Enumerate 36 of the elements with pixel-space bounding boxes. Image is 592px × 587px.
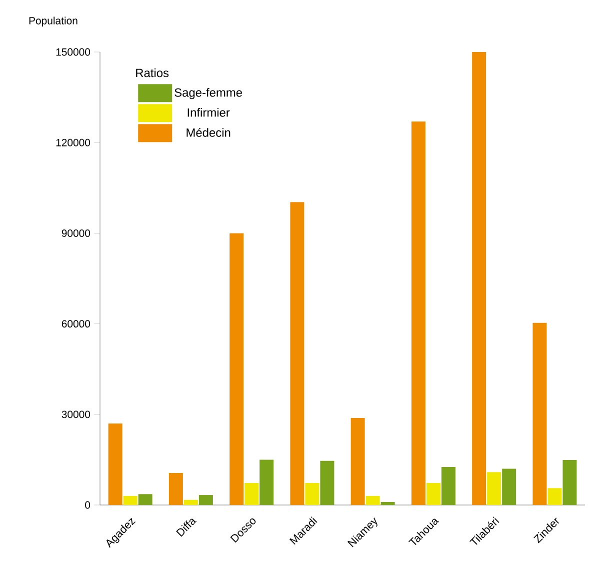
bar xyxy=(548,488,562,505)
legend-label: Médecin xyxy=(186,128,230,137)
bar xyxy=(487,472,502,505)
bar xyxy=(290,202,304,505)
bar xyxy=(260,460,274,505)
bar xyxy=(411,121,426,505)
y-tick-label: 150000 xyxy=(56,48,90,56)
y-tick-label: 90000 xyxy=(62,230,90,237)
bar xyxy=(123,496,138,505)
bar xyxy=(244,482,259,505)
y-tick-label: 120000 xyxy=(56,138,90,146)
y-tick-label: 30000 xyxy=(62,410,90,418)
bar xyxy=(350,418,365,505)
bar xyxy=(184,500,198,505)
bar xyxy=(305,482,320,505)
x-tick-label: Diffa xyxy=(176,518,197,537)
bar xyxy=(562,460,577,505)
legend-label: Sage-femme xyxy=(174,88,242,100)
bar xyxy=(502,468,516,505)
bar xyxy=(320,460,334,505)
y-axis-title: Population xyxy=(29,16,78,26)
legend-label: Infirmier xyxy=(188,108,230,117)
bar xyxy=(441,466,456,505)
bar xyxy=(198,495,213,505)
bar xyxy=(426,482,440,505)
y-tick-label: 60000 xyxy=(62,320,90,328)
bar xyxy=(168,472,183,505)
legend-title: Ratios xyxy=(136,68,169,78)
bar xyxy=(230,233,244,505)
bar xyxy=(366,496,380,505)
bar xyxy=(380,502,395,505)
bar xyxy=(532,322,547,505)
bar xyxy=(138,494,152,505)
bar xyxy=(472,52,486,505)
bar xyxy=(108,423,122,505)
y-tick-label: 0 xyxy=(85,501,90,509)
